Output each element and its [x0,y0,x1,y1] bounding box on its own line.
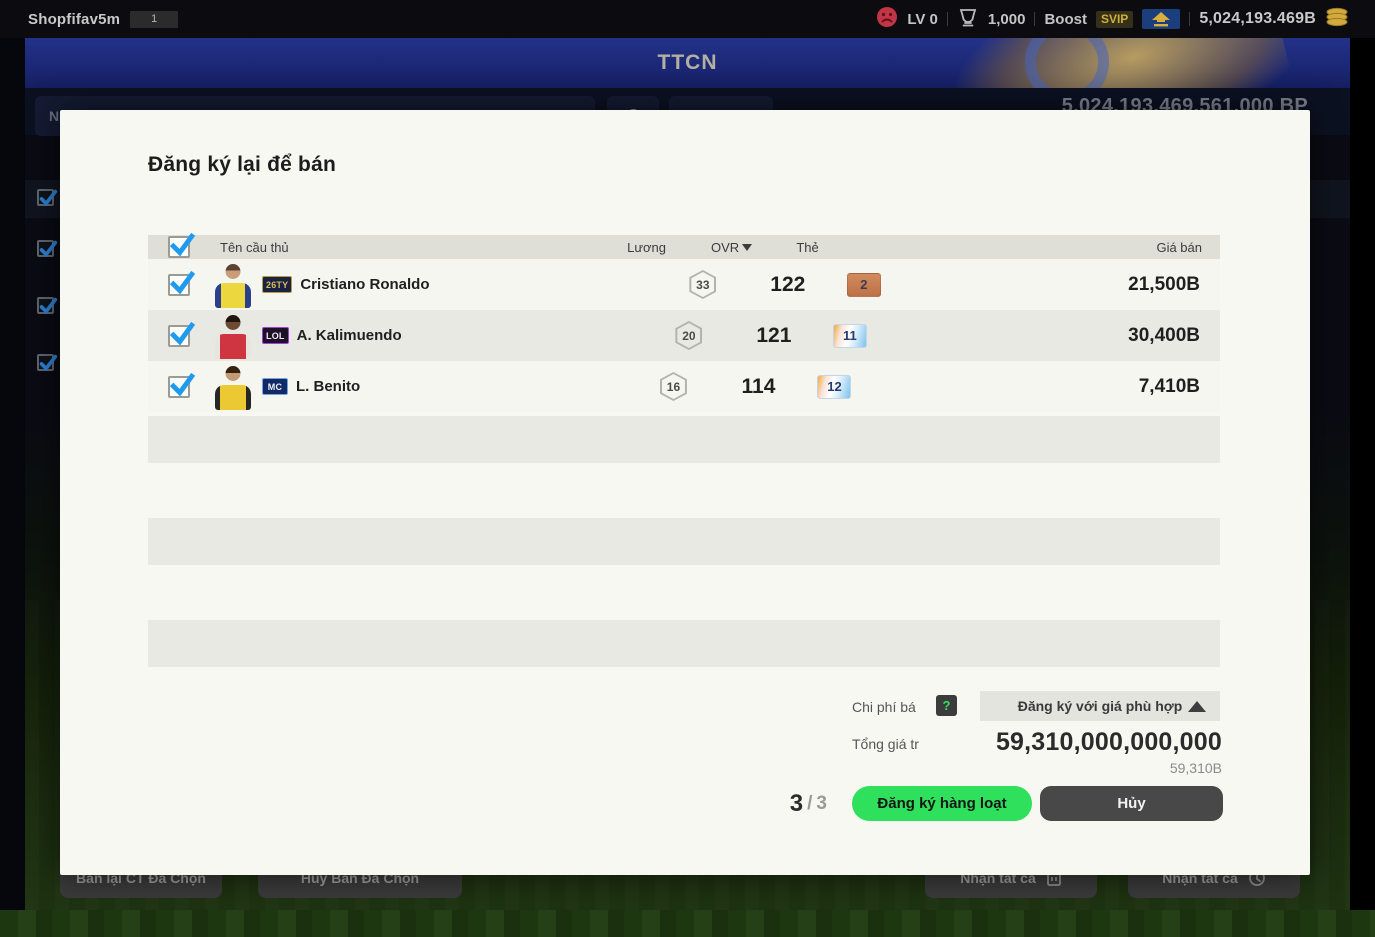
boost-label: Boost [1044,10,1087,28]
cup-count: 1,000 [987,10,1026,28]
bg-row-checkbox[interactable] [37,354,58,372]
empty-row [148,620,1220,667]
salary-hexagon: 16 [659,372,687,401]
card-badge: 11 [832,323,867,348]
salary-hexagon: 20 [675,321,703,350]
table-row[interactable]: LOL A. Kalimuendo 20 121 11 30,400B [148,310,1220,361]
boost-up-icon[interactable] [1142,9,1181,29]
player-name: A. Kalimuendo [296,327,402,344]
team-badge: 26TY [262,276,293,293]
username: Shopfifav5m [28,10,121,28]
player-photo [210,312,256,360]
ovr-value: 114 [741,374,776,398]
salary-hexagon: 33 [689,270,717,299]
level-label: LV 0 [907,10,938,28]
empty-row [148,518,1220,565]
bp-balance: 5,024,193.469B [1199,10,1316,27]
player-name: Cristiano Ronaldo [300,276,430,293]
bg-row-checkbox[interactable] [37,240,58,258]
count-selected: 3 [789,789,804,817]
team-badge: LOL [262,327,289,344]
coins-icon [1325,7,1349,32]
price-mode-label: Đăng ký với giá phù hợp [1017,698,1183,714]
cancel-button[interactable]: Hủy [1040,786,1223,821]
count-divider: / [807,792,813,814]
col-ovr-label: OVR [710,239,740,255]
selection-count: 3 / 3 [772,786,827,821]
player-photo [210,363,256,411]
table-row[interactable]: MC L. Benito 16 114 12 7,410B [148,361,1220,412]
modal-title: Đăng ký lại để bán [148,153,336,176]
col-price: Giá bán [1156,239,1203,255]
top-status-bar: Shopfifav5m 1 LV 0 1,000 Boost SVIP 5,02… [0,0,1375,38]
col-card: Thẻ [796,239,819,255]
header-artwork-ring [1025,38,1109,88]
username-badge: 1 [130,10,179,28]
col-salary: Lương [627,239,667,255]
row-checkbox[interactable] [168,270,196,296]
empty-row [148,565,1220,620]
total-label: Tổng giá tr [852,736,919,752]
table-header: Tên cầu thủ Lương OVR Thẻ Giá bán [148,232,1220,259]
price-value: 7,410B [1138,375,1201,397]
card-badge: 12 [817,374,852,399]
col-name: Tên cầu thủ [220,239,289,255]
ovr-value: 122 [770,272,806,296]
ovr-value: 121 [756,323,792,347]
sort-desc-icon [742,243,753,251]
divider [1189,12,1191,26]
help-icon[interactable]: ? [936,695,957,716]
table-row[interactable]: 26TY Cristiano Ronaldo 33 122 2 21,500B [148,259,1220,310]
price-mode-dropdown[interactable]: Đăng ký với giá phù hợp [980,691,1220,721]
fee-label: Chi phí bá [852,699,916,715]
grass-bottom-strip [0,910,1375,937]
row-checkbox[interactable] [168,372,196,398]
col-ovr-sort[interactable]: OVR [694,240,770,255]
cup-icon [957,6,979,33]
select-all-checkbox[interactable] [168,232,196,258]
price-value: 30,400B [1128,324,1200,346]
sad-face-icon [876,6,898,33]
count-total: 3 [816,792,827,814]
chevron-up-icon [1188,701,1206,712]
relist-modal: Đăng ký lại để bán Tên cầu thủ Lương OVR… [60,110,1310,875]
player-photo [210,261,256,309]
team-badge: MC [262,378,288,395]
empty-row [148,416,1220,463]
bg-row-checkbox[interactable] [37,297,58,315]
row-checkbox[interactable] [168,321,196,347]
divider [1034,12,1036,26]
divider [946,12,948,26]
player-table: Tên cầu thủ Lương OVR Thẻ Giá bán 26TY C… [148,232,1220,667]
bulk-register-button[interactable]: Đăng ký hàng loạt [852,786,1032,821]
page-header: TTCN [25,38,1350,88]
total-short-value: 59,310B [1169,760,1222,776]
svip-badge[interactable]: SVIP [1095,10,1134,28]
player-name: L. Benito [296,378,361,395]
page-title: TTCN [657,51,718,74]
total-value: 59,310,000,000,000 [995,728,1222,756]
empty-row [148,463,1220,518]
card-badge: 2 [846,272,881,297]
screen-left-edge [0,38,25,910]
screen-right-edge [1350,38,1375,910]
bg-row-checkbox[interactable] [37,189,58,207]
price-value: 21,500B [1128,273,1201,295]
